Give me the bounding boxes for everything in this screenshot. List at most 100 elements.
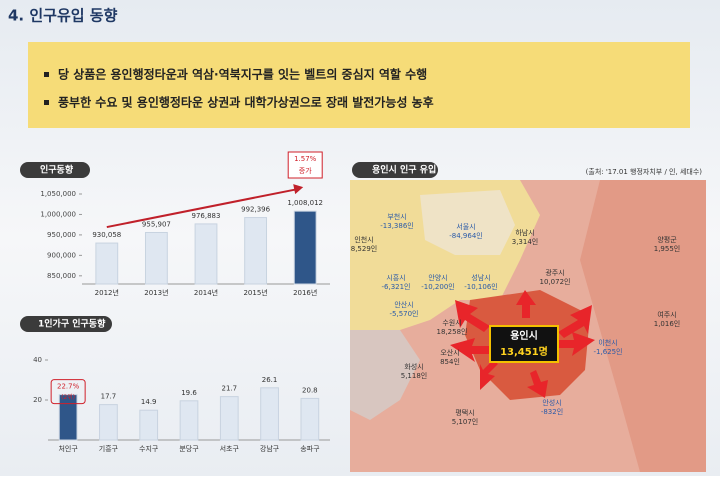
bullet-icon [44,100,49,105]
region-value: 5,107인 [452,417,478,426]
region-name: 수원시 [442,318,461,327]
region-value: -10,106인 [464,282,497,291]
bar [244,217,268,285]
data-label: 14.9 [141,398,157,406]
region-value: -832인 [541,407,563,416]
center-box [489,325,559,363]
bullet-icon [44,72,49,77]
section-label [20,162,90,178]
bar [194,223,218,285]
bar [300,397,320,441]
x-tick-label: 기흥구 [99,444,119,453]
arrow [556,332,595,356]
bar [95,242,119,285]
region-value: -13,386인 [380,221,413,230]
region-value: 3,314인 [512,237,538,246]
y-tick-label: 900,000 [47,251,76,259]
data-label: 20.8 [302,386,318,394]
region-value: -84,964인 [449,231,482,240]
y-tick-label: 1,000,000 [40,210,76,218]
region-value: 10,072인 [540,277,571,286]
data-label: 976,883 [192,212,221,220]
x-tick-label: 수지구 [139,444,159,453]
x-tick-label: 2013년 [144,288,168,297]
x-tick-label: 서초구 [220,444,240,453]
section-label-text: 용인시 인구 유입 [372,164,436,176]
summary-box [28,42,690,128]
region-name: 화성시 [404,362,423,371]
center-name: 용인시 [510,329,538,342]
bar [139,409,159,441]
region-name: 부천시 [387,212,406,221]
map-area [420,190,515,255]
arrow [455,300,490,332]
region-name: 인천시 [354,235,373,244]
data-label: 1,008,012 [287,199,323,207]
region-name: 안양시 [428,273,447,282]
title: 4. 인구유입 동향 [8,7,118,25]
x-tick-label: 2015년 [243,288,267,297]
y-tick-label: 40 [33,356,42,364]
bullet: 풍부한 수요 및 용인행정타운 상권과 대학가상권으로 장래 발전가능성 농후 [58,95,434,110]
region-value: 8,529인 [351,244,377,253]
x-tick-label: 처인구 [58,444,78,453]
section-label [20,316,112,332]
section-label [352,162,438,178]
region-name: 시흥시 [386,273,405,282]
x-tick-label: 2014년 [194,288,218,297]
data-label: 992,396 [241,206,270,214]
y-tick-label: 1,050,000 [40,190,76,198]
bar [58,394,78,441]
x-tick-label: 2012년 [95,288,119,297]
region-name: 서울시 [456,222,475,231]
trend-arrow [106,188,298,229]
region-value: -5,570인 [389,309,418,318]
x-tick-label: 송파구 [300,444,320,453]
region-value: -6,321인 [381,282,410,291]
map-area [580,180,706,472]
arrow [527,370,548,398]
region-value: 1,016인 [654,319,680,328]
bar [293,210,317,285]
region-name: 이천시 [598,338,617,347]
bar [179,400,199,441]
data-label: 955,907 [142,220,171,228]
region-name: 광주시 [545,269,564,277]
bar [144,231,168,285]
bullet: 당 상품은 용인행정타운과 역삼·역북지구를 잇는 벨트의 중심지 역할 수행 [58,67,427,82]
annotation-box [287,151,323,179]
arrow [480,360,498,390]
region-value: 1,955인 [654,244,680,253]
region-value: 5,118인 [401,371,427,380]
section-label-text: 인구동향 [40,164,74,176]
region-name: 안산시 [394,300,413,309]
source: (출처: '17.01 행정자치부 / 인, 세대수) [586,167,703,176]
data-label: 22.7% [57,383,80,391]
region-name: 여주시 [657,310,676,319]
region-name: 오산시 [440,348,459,357]
arrow [516,290,536,318]
annotation: (2위) [61,393,75,401]
region-name: 양평군 [657,235,677,244]
trend-arrow-head [293,184,304,195]
bar [260,387,279,441]
region-value: 854인 [440,357,460,366]
region-value: -10,200인 [421,282,454,291]
region-name: 하남시 [515,228,534,237]
x-tick-label: 분당구 [179,444,199,453]
arrow [450,338,490,362]
bar [99,404,118,441]
region-name: 안성시 [542,398,561,407]
bar [219,396,239,441]
map-area [350,330,420,420]
data-label: 21.7 [221,385,237,393]
arrow [558,305,592,338]
annotation-box [50,379,86,405]
y-tick-label: 950,000 [47,231,76,239]
center-value: 13,451명 [500,345,548,358]
annotation: 1.57% [294,155,317,163]
y-tick-label: 20 [33,396,42,404]
data-label: 19.6 [181,389,197,397]
region-value: 18,258인 [437,327,468,336]
